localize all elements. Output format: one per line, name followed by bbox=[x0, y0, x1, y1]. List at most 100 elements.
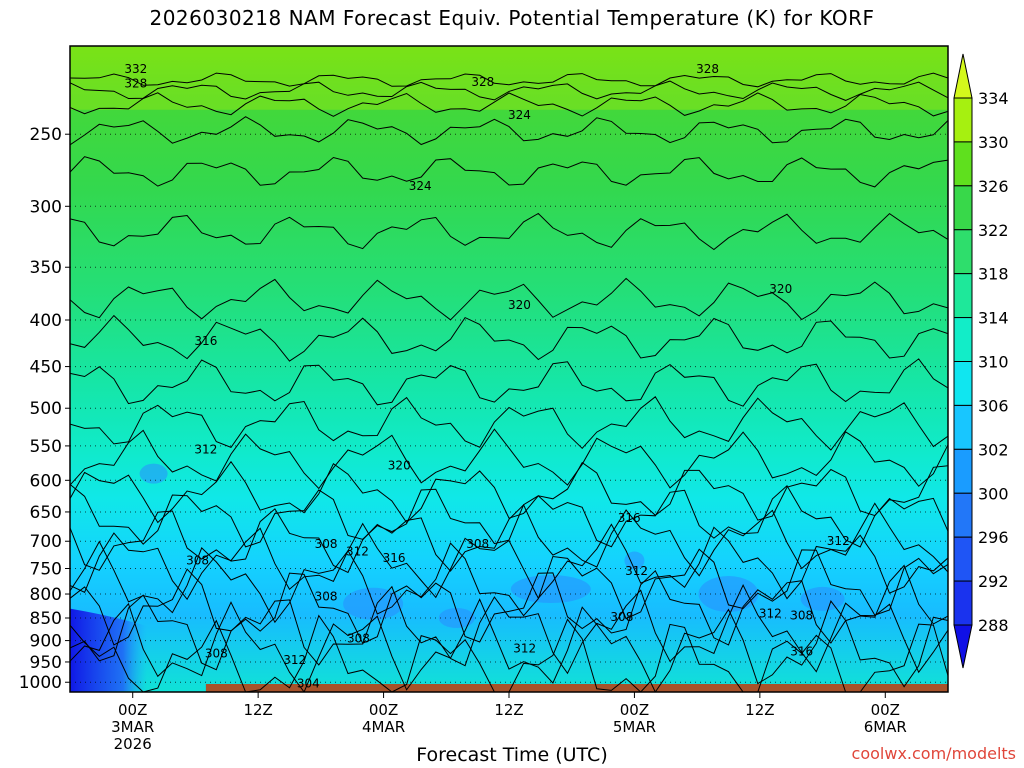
contour-line bbox=[70, 584, 948, 675]
colorbar-label: 288 bbox=[978, 616, 1009, 635]
colorbar-box bbox=[953, 404, 973, 450]
contour-label: 312 bbox=[513, 641, 536, 655]
contour-line bbox=[70, 428, 948, 490]
contour-label: 312 bbox=[194, 442, 217, 456]
colorbar-label: 318 bbox=[978, 265, 1009, 284]
contour-label: 312 bbox=[283, 653, 306, 667]
contour-label: 328 bbox=[696, 62, 719, 76]
x-tick-label: 2026 bbox=[114, 735, 152, 753]
colorbar-label: 314 bbox=[978, 309, 1009, 328]
x-tick-label: 12Z bbox=[243, 701, 272, 719]
contour-label: 320 bbox=[769, 282, 792, 296]
chart-title: 2026030218 NAM Forecast Equiv. Potential… bbox=[149, 6, 875, 30]
colorbar-box bbox=[953, 97, 973, 143]
y-tick-label: 800 bbox=[30, 585, 62, 605]
y-tick-label: 650 bbox=[30, 503, 62, 523]
cold-pocket bbox=[800, 586, 845, 611]
contour-label: 308 bbox=[610, 610, 633, 624]
x-tick-label: 4MAR bbox=[362, 718, 405, 736]
colorbar-box bbox=[953, 229, 973, 275]
colorbar-label: 292 bbox=[978, 572, 1009, 591]
cold-pocket bbox=[438, 607, 475, 628]
contour-line bbox=[70, 212, 948, 251]
field-background bbox=[70, 46, 948, 692]
y-tick-label: 900 bbox=[30, 632, 62, 652]
x-tick-label: 5MAR bbox=[613, 718, 656, 736]
contour-label: 308 bbox=[315, 537, 338, 551]
x-tick-label: 00Z bbox=[118, 701, 147, 719]
cold-pocket bbox=[698, 576, 759, 613]
colorbar: 334 330 326 322 318 314 310 306 302 300 296 292 288 bbox=[953, 53, 1009, 669]
colorbar-box bbox=[953, 536, 973, 582]
contour-label: 312 bbox=[759, 606, 782, 620]
contour-line bbox=[70, 358, 948, 407]
colorbar-box bbox=[953, 448, 973, 494]
x-tick-label: 3MAR bbox=[111, 718, 154, 736]
y-axis: 250 300 350 400 450 500 550 600 650 700 750 800 850 9… bbox=[19, 125, 70, 693]
contour-line bbox=[70, 564, 948, 646]
contour-label: 312 bbox=[827, 534, 850, 548]
contour-line bbox=[70, 80, 948, 101]
surface-terrain bbox=[205, 684, 948, 692]
contour-line bbox=[70, 614, 948, 692]
cold-pocket bbox=[510, 575, 591, 604]
colorbar-label: 326 bbox=[978, 177, 1009, 196]
contour-label: 308 bbox=[186, 554, 209, 568]
x-axis-label: Forecast Time (UTC) bbox=[416, 744, 608, 766]
colorbar-label: 296 bbox=[978, 528, 1009, 547]
upper-warm-band bbox=[70, 46, 948, 110]
credit-text: coolwx.com/modelts bbox=[851, 744, 1016, 763]
colorbar-box bbox=[953, 317, 973, 363]
contour-line bbox=[70, 460, 948, 524]
surface-cold-wedge bbox=[70, 608, 311, 692]
contour-line bbox=[70, 598, 948, 692]
contour-label: 328 bbox=[471, 75, 494, 89]
y-tick-label: 500 bbox=[30, 399, 62, 419]
colorbar-box bbox=[953, 361, 973, 406]
x-tick-label: 6MAR bbox=[864, 718, 907, 736]
colorbar-label: 322 bbox=[978, 221, 1009, 240]
colorbar-label: 306 bbox=[978, 396, 1009, 415]
colorbar-box bbox=[953, 185, 973, 231]
colorbar-box bbox=[953, 580, 973, 626]
y-tick-label: 300 bbox=[30, 197, 62, 217]
cold-pocket bbox=[139, 463, 168, 484]
colorbar-label: 334 bbox=[978, 89, 1009, 108]
contour-label: 324 bbox=[508, 108, 531, 122]
colorbar-bottom-arrow bbox=[953, 624, 973, 669]
contour-label: 304 bbox=[297, 676, 320, 690]
y-tick-label: 600 bbox=[30, 471, 62, 491]
contour-label: 328 bbox=[124, 77, 147, 91]
contour-line bbox=[70, 396, 948, 451]
contour-line bbox=[70, 72, 948, 88]
colorbar-box bbox=[953, 492, 973, 538]
x-tick-label: 00Z bbox=[369, 701, 398, 719]
y-tick-label: 250 bbox=[30, 125, 62, 145]
contour-label: 308 bbox=[315, 589, 338, 603]
y-tick-label: 850 bbox=[30, 609, 62, 629]
colorbar-label: 330 bbox=[978, 133, 1009, 152]
contour-label: 312 bbox=[346, 544, 369, 558]
x-tick-label: 00Z bbox=[871, 701, 900, 719]
contour-label: 320 bbox=[508, 298, 531, 312]
contour-line bbox=[70, 156, 948, 188]
contour-line bbox=[70, 314, 948, 362]
colorbar-label: 302 bbox=[978, 440, 1009, 459]
contour-line bbox=[70, 277, 948, 321]
contour-label: 308 bbox=[790, 609, 813, 623]
colorbar-label: 300 bbox=[978, 484, 1009, 503]
contour-label: 308 bbox=[205, 647, 228, 661]
contour-line bbox=[70, 540, 948, 624]
contour-label: 316 bbox=[790, 644, 813, 658]
x-tick-label: 12Z bbox=[745, 701, 774, 719]
contour-label: 316 bbox=[194, 334, 217, 348]
contour-line bbox=[70, 92, 948, 117]
contour-line bbox=[70, 116, 948, 146]
x-tick-label: 12Z bbox=[494, 701, 523, 719]
y-tick-label: 700 bbox=[30, 532, 62, 552]
y-tick-label: 750 bbox=[30, 560, 62, 580]
contour-line bbox=[70, 502, 948, 577]
y-tick-label: 350 bbox=[30, 258, 62, 278]
contour-label: 308 bbox=[347, 631, 370, 645]
